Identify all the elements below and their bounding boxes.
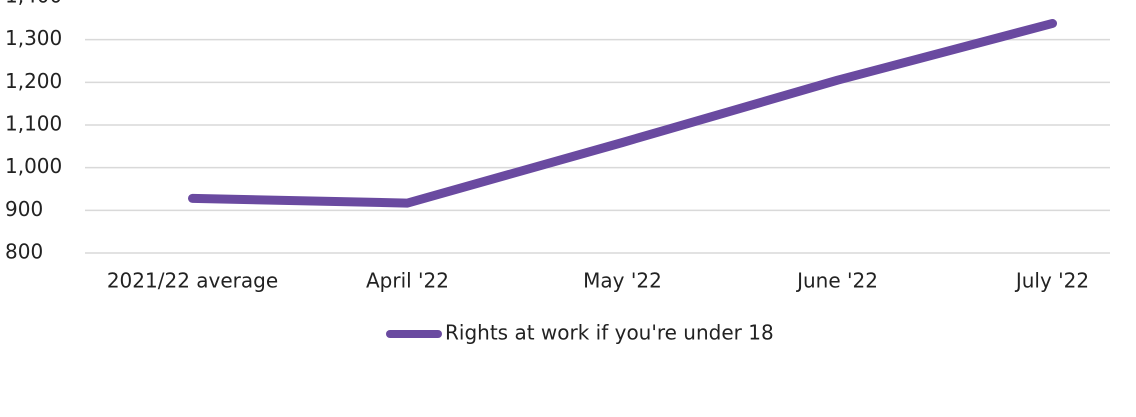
legend-label: Rights at work if you're under 18	[445, 321, 774, 345]
x-tick-label: April '22	[366, 269, 449, 293]
x-tick-label: 2021/22 average	[107, 269, 278, 293]
x-tick-label: June '22	[795, 269, 878, 293]
y-tick-label: 1,200	[5, 69, 62, 93]
y-tick-label: 1,100	[5, 112, 62, 136]
y-tick-label: 900	[5, 197, 43, 221]
y-tick-label: 1,000	[5, 154, 62, 178]
x-tick-label: May '22	[583, 269, 662, 293]
y-tick-label: 800	[5, 240, 43, 264]
y-tick-label: 1,400	[5, 0, 62, 8]
x-tick-label: July '22	[1014, 269, 1089, 293]
y-tick-label: 1,300	[5, 26, 62, 50]
data-line	[188, 18, 1057, 208]
